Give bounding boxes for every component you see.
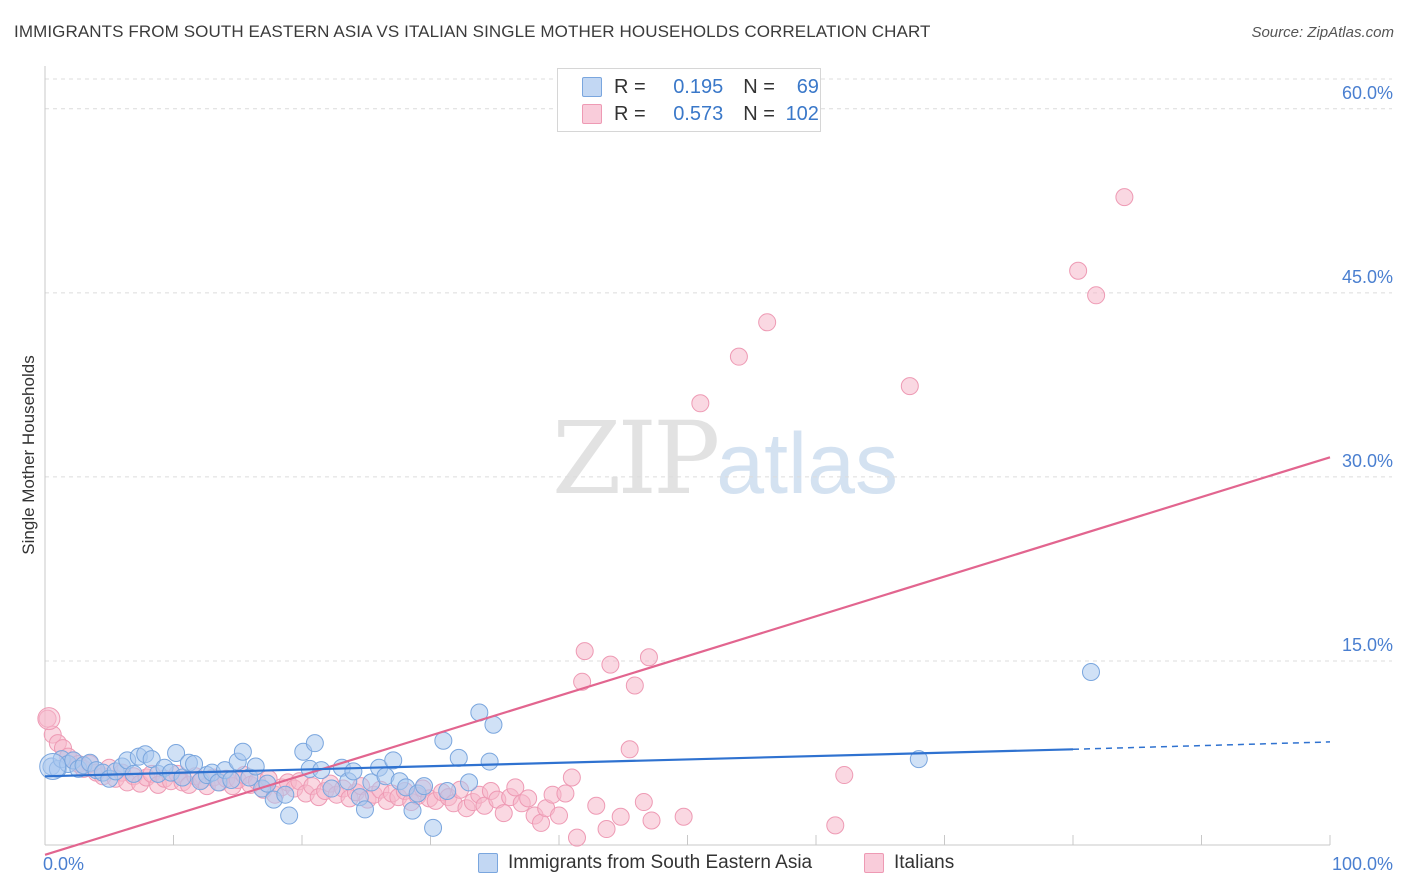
correlation-legend: R = 0.195 N = 69 R = 0.573 N = 102 — [557, 68, 821, 132]
legend-n-value-sea: 69 — [796, 75, 819, 98]
sea-point — [424, 818, 443, 837]
legend-r-label: R = — [614, 75, 646, 98]
italians-point — [620, 740, 639, 759]
italians-point — [691, 394, 710, 413]
sea-trend-extension — [1072, 741, 1331, 751]
italians-point — [550, 806, 568, 825]
italians-point — [1115, 188, 1134, 207]
sea-point — [1081, 662, 1100, 681]
italians-point — [506, 778, 525, 797]
sea-point — [434, 731, 453, 750]
watermark-atlas: atlas — [716, 416, 898, 512]
italians-point — [758, 313, 777, 332]
italians-point — [639, 648, 658, 667]
sea-point — [276, 785, 295, 804]
sea-point — [355, 800, 374, 819]
italians-point — [634, 793, 653, 812]
y-tick-label: 15.0% — [1342, 635, 1393, 655]
y-tick-label: 30.0% — [1342, 451, 1393, 471]
italians-point — [900, 377, 919, 396]
italians-point — [625, 676, 644, 695]
x-tick-label-min: 0.0% — [43, 854, 84, 874]
axes — [44, 66, 1331, 846]
italians-trend-line — [44, 456, 1331, 856]
bottom-legend-swatch-pink — [864, 853, 884, 873]
sea-trend-line — [44, 748, 1074, 778]
y-tick-label: 60.0% — [1342, 83, 1393, 103]
legend-r-value-italians: 0.573 — [673, 102, 724, 125]
sea-point — [344, 762, 363, 781]
legend-row-italians: R = 0.573 N = 102 — [582, 102, 819, 126]
legend-r-label: R = — [614, 102, 646, 125]
italians-point — [729, 347, 748, 366]
italians-point — [674, 807, 693, 826]
sea-point — [449, 748, 468, 767]
bottom-legend-label-italians: Italians — [894, 852, 955, 873]
legend-swatch-pink — [582, 104, 602, 124]
sea-point — [909, 750, 928, 769]
chart-title: IMMIGRANTS FROM SOUTH EASTERN ASIA VS IT… — [14, 22, 931, 41]
italians-point — [519, 789, 538, 808]
italians-point — [1069, 261, 1088, 280]
italians-point — [573, 672, 592, 691]
sea-point — [403, 801, 422, 820]
legend-n-value-italians: 102 — [785, 102, 819, 125]
tick-labels: 15.0% 30.0% 45.0% 60.0% 0.0% 100.0% — [43, 83, 1393, 874]
bottom-legend-swatch-blue — [478, 853, 498, 873]
italians-point — [601, 655, 620, 674]
sea-point — [322, 779, 341, 798]
legend-r-value-sea: 0.195 — [673, 75, 724, 98]
legend-swatch-blue — [582, 77, 602, 97]
sea-point — [415, 777, 434, 796]
bottom-legend-sea: Immigrants from South Eastern Asia — [478, 852, 812, 874]
y-tick-label: 45.0% — [1342, 267, 1393, 287]
sea-points — [39, 662, 1100, 837]
legend-n-label: N = — [743, 75, 775, 98]
watermark-zip: ZIP — [552, 400, 720, 517]
italians-point — [587, 796, 606, 815]
sea-point — [305, 734, 324, 753]
italians-point — [494, 804, 513, 823]
sea-point — [233, 742, 252, 761]
italians-point — [597, 820, 616, 839]
sea-point — [246, 757, 265, 776]
x-tick-label-max: 100.0% — [1332, 854, 1393, 874]
sea-point — [167, 743, 186, 762]
italians-point — [826, 816, 845, 835]
source-label: Source: ZipAtlas.com — [1251, 24, 1394, 41]
sea-point — [280, 806, 299, 825]
italians-point — [611, 807, 630, 826]
italians-point — [556, 784, 575, 803]
legend-n-label: N = — [743, 102, 775, 125]
italians-point — [1087, 286, 1106, 305]
italians-points — [37, 188, 1134, 847]
sea-point — [222, 770, 241, 789]
legend-row-sea: R = 0.195 N = 69 — [582, 75, 819, 99]
bottom-legend-italians: Italians — [864, 852, 954, 874]
italians-point — [562, 768, 581, 787]
bottom-legend-label-sea: Immigrants from South Eastern Asia — [508, 852, 813, 873]
sea-point-cluster — [39, 752, 67, 780]
sea-point — [384, 751, 403, 770]
italians-point-cluster — [37, 707, 61, 731]
trend-lines — [44, 456, 1331, 856]
italians-point — [835, 766, 854, 785]
italians-point — [575, 642, 594, 661]
sea-point — [438, 782, 457, 801]
sea-point — [480, 752, 499, 771]
italians-point — [642, 811, 661, 830]
italians-point — [567, 828, 586, 847]
watermark: ZIPatlas — [552, 400, 898, 517]
sea-point — [460, 773, 479, 792]
grid-lines — [45, 78, 1392, 662]
